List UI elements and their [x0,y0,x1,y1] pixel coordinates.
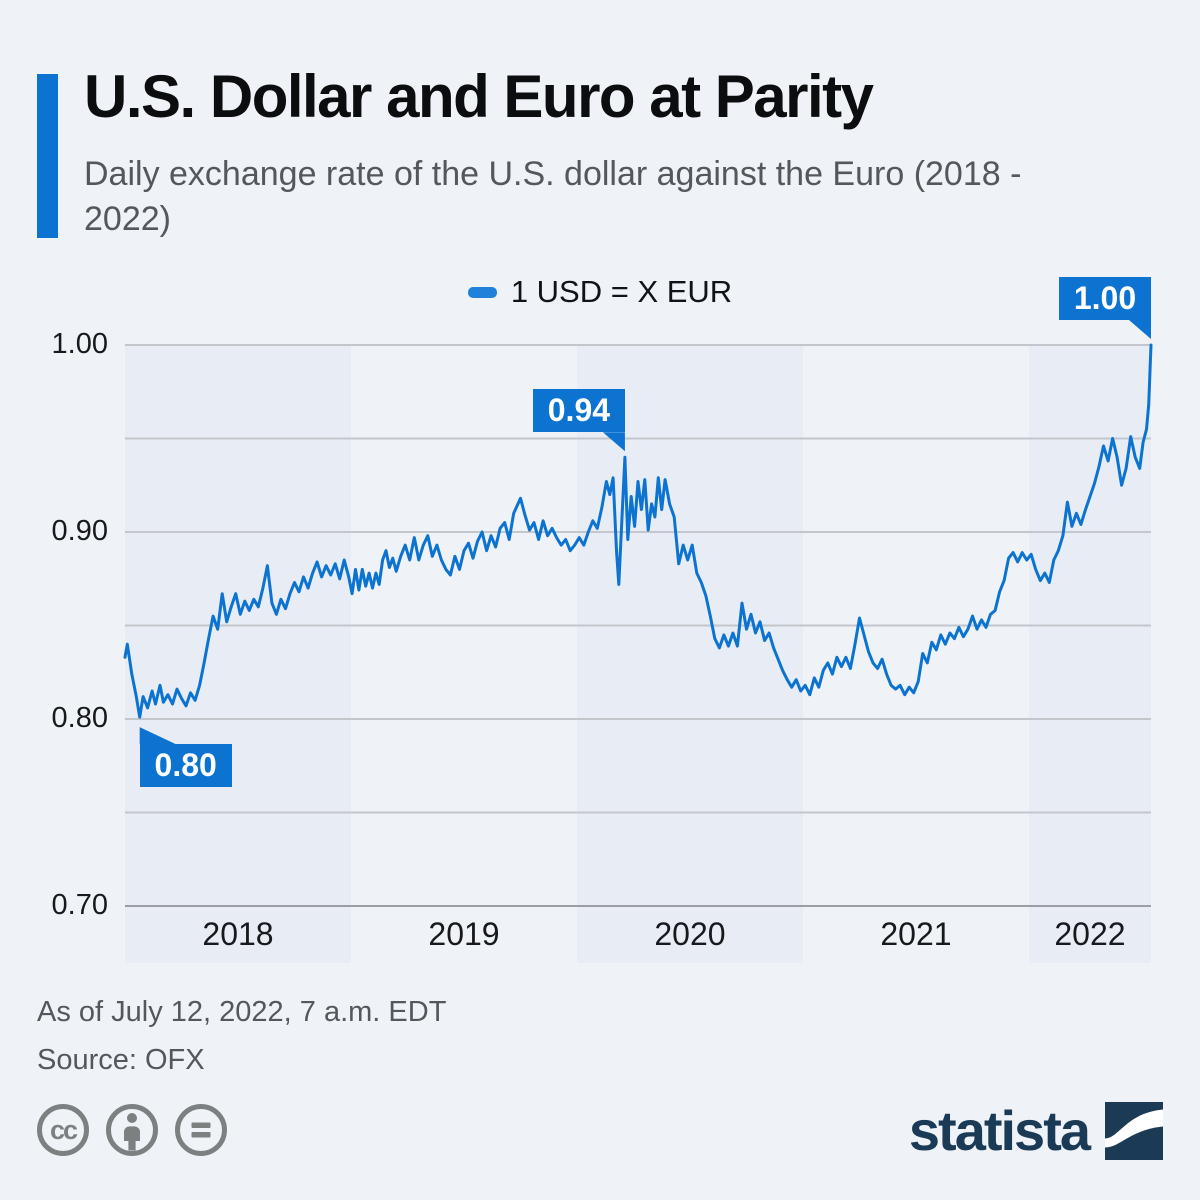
statista-swoosh-icon [1105,1101,1163,1160]
source-note: Source: OFX [37,1044,205,1076]
y-tick-1.00: 1.00 [51,328,108,360]
attribution-person-icon [106,1104,158,1156]
year-shade-band [125,345,351,963]
page-title: U.S. Dollar and Euro at Parity [84,63,874,130]
x-tick-2019: 2019 [428,916,500,952]
exchange-rate-line [123,343,1153,719]
as-of-note: As of July 12, 2022, 7 a.m. EDT [37,996,447,1028]
x-tick-2018: 2018 [202,916,274,952]
no-derivatives-equals-icon [175,1104,227,1156]
svg-text:cc: cc [50,1115,78,1145]
callout-pointer [1129,320,1151,339]
y-tick-0.80: 0.80 [51,702,108,734]
y-tick-0.70: 0.70 [51,889,108,921]
x-tick-2021: 2021 [880,916,952,952]
x-tick-2020: 2020 [654,916,726,952]
callout-pointer [139,727,176,745]
title-accent-bar [37,74,58,238]
statista-wordmark: statista [908,1099,1091,1162]
cc-icon: cc [37,1104,89,1156]
x-tick-2022: 2022 [1054,916,1126,952]
legend-line-marker-icon [467,286,497,298]
year-shade-band [577,345,803,963]
y-tick-0.90: 0.90 [51,515,108,547]
legend: 1 USD = X EUR [0,274,1200,310]
statista-logo: statista [909,1098,1163,1163]
year-shade-band [1029,345,1151,963]
license-icons: cc [35,1102,229,1158]
value-callout-0.80: 0.80 [139,744,232,788]
value-callout-0.94: 0.94 [532,389,625,433]
legend-label: 1 USD = X EUR [510,274,733,309]
value-callout-1.00: 1.00 [1059,277,1151,320]
callout-pointer [602,432,625,452]
page-subtitle: Daily exchange rate of the U.S. dollar a… [84,155,1022,238]
